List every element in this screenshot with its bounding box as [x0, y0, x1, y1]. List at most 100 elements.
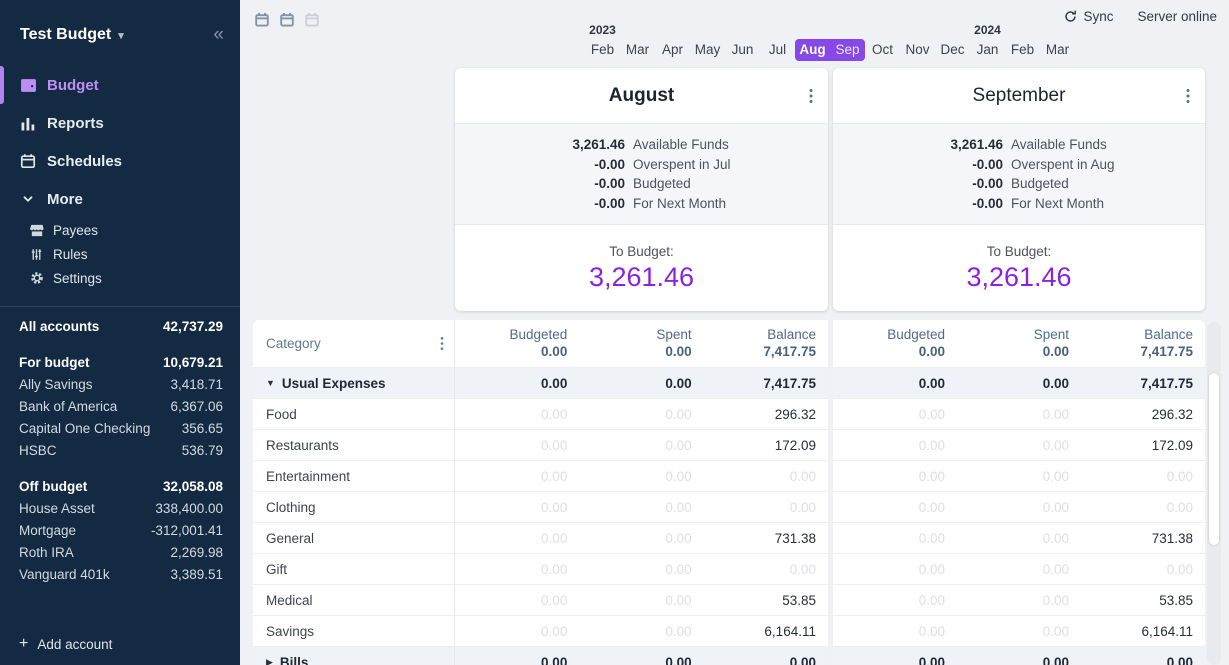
- budget-cell[interactable]: 7,417.75: [703, 368, 828, 399]
- month-button-jun-4[interactable]: Jun: [725, 22, 760, 61]
- budget-cell[interactable]: 0.00: [957, 461, 1081, 492]
- budget-cell[interactable]: 731.38: [703, 523, 828, 554]
- budget-cell[interactable]: 0.00: [579, 616, 704, 647]
- calendar-3-months-icon[interactable]: [302, 10, 322, 28]
- budget-cell[interactable]: 0.00: [957, 368, 1081, 399]
- budget-cell[interactable]: 6,164.11: [703, 616, 828, 647]
- category-name-cell[interactable]: Restaurants: [253, 430, 455, 461]
- category-row[interactable]: Gift 0.00 0.00 0.00 0.00 0.00 0.00: [253, 554, 1205, 585]
- account-row-for-budget[interactable]: For budget 10,679.21: [0, 351, 240, 373]
- budget-cell[interactable]: 0.00: [579, 461, 704, 492]
- budget-cell[interactable]: 0.00: [579, 399, 704, 430]
- add-account-button[interactable]: + Add account: [0, 635, 112, 653]
- budget-cell[interactable]: 0.00: [455, 461, 580, 492]
- group-name-cell[interactable]: ▶ Bills: [253, 647, 455, 665]
- budget-cell[interactable]: 0.00: [579, 554, 704, 585]
- expand-arrow-icon[interactable]: ▶: [266, 656, 273, 665]
- category-row[interactable]: Savings 0.00 0.00 6,164.11 0.00 0.00 6,164.11: [253, 616, 1205, 647]
- budget-cell[interactable]: 0.00: [957, 585, 1081, 616]
- month-button-mar-1[interactable]: Mar: [620, 22, 655, 61]
- budget-cell[interactable]: 0.00: [455, 368, 580, 399]
- month-menu-icon[interactable]: [1186, 88, 1190, 104]
- category-row[interactable]: Medical 0.00 0.00 53.85 0.00 0.00 53.85: [253, 585, 1205, 616]
- server-status[interactable]: Server online: [1137, 9, 1217, 24]
- category-name-cell[interactable]: General: [253, 523, 455, 554]
- month-button-may-3[interactable]: May: [690, 22, 725, 61]
- month-button-apr-2[interactable]: Apr: [655, 22, 690, 61]
- category-group-row[interactable]: ▼ Usual Expenses 0.00 0.00 7,417.75 0.00 0.00 7…: [253, 368, 1205, 399]
- month-button-nov-9[interactable]: Nov: [900, 22, 935, 61]
- budget-cell[interactable]: 0.00: [833, 647, 957, 665]
- budget-cell[interactable]: 0.00: [833, 368, 957, 399]
- collapse-sidebar-icon[interactable]: «: [213, 24, 224, 45]
- sidebar-item-rules[interactable]: Rules: [0, 242, 240, 266]
- month-button-oct-8[interactable]: Oct: [865, 22, 900, 61]
- budget-cell[interactable]: 0.00: [579, 430, 704, 461]
- budget-cell[interactable]: 0.00: [1081, 647, 1205, 665]
- budget-name-menu[interactable]: Test Budget ▾: [20, 26, 124, 44]
- expand-arrow-icon[interactable]: ▼: [266, 378, 275, 388]
- month-button-feb-12[interactable]: Feb: [1005, 22, 1040, 61]
- budget-cell[interactable]: 0.00: [957, 430, 1081, 461]
- sidebar-item-schedules[interactable]: Schedules: [0, 142, 240, 180]
- category-row[interactable]: Food 0.00 0.00 296.32 0.00 0.00 296.32: [253, 399, 1205, 430]
- budget-cell[interactable]: 0.00: [579, 647, 704, 665]
- scrollbar-thumb[interactable]: [1209, 373, 1219, 545]
- month-button-dec-10[interactable]: Dec: [935, 22, 970, 61]
- budget-cell[interactable]: 0.00: [455, 616, 580, 647]
- budget-cell[interactable]: 0.00: [833, 492, 957, 523]
- budget-cell[interactable]: 0.00: [455, 523, 580, 554]
- budget-cell[interactable]: 0.00: [957, 523, 1081, 554]
- to-budget-amount[interactable]: 3,261.46: [966, 261, 1072, 292]
- budget-cell[interactable]: 296.32: [703, 399, 828, 430]
- budget-cell[interactable]: 0.00: [957, 399, 1081, 430]
- category-name-cell[interactable]: Clothing: [253, 492, 455, 523]
- budget-cell[interactable]: 7,417.75: [1081, 368, 1205, 399]
- budget-cell[interactable]: 0.00: [957, 616, 1081, 647]
- account-row-house-asset[interactable]: House Asset 338,400.00: [0, 497, 240, 519]
- budget-cell[interactable]: 172.09: [1081, 430, 1205, 461]
- budget-cell[interactable]: 0.00: [703, 492, 828, 523]
- scrollbar-track[interactable]: [1207, 322, 1221, 665]
- budget-cell[interactable]: 0.00: [703, 647, 828, 665]
- budget-cell[interactable]: 0.00: [455, 492, 580, 523]
- category-name-cell[interactable]: Entertainment: [253, 461, 455, 492]
- account-row-ally-savings[interactable]: Ally Savings 3,418.71: [0, 373, 240, 395]
- month-button-mar-13[interactable]: Mar: [1040, 22, 1075, 61]
- account-row-off-budget[interactable]: Off budget 32,058.08: [0, 475, 240, 497]
- sidebar-item-more[interactable]: More: [0, 180, 240, 218]
- budget-cell[interactable]: 0.00: [579, 523, 704, 554]
- budget-cell[interactable]: 296.32: [1081, 399, 1205, 430]
- budget-cell[interactable]: 0.00: [833, 616, 957, 647]
- category-row[interactable]: Entertainment 0.00 0.00 0.00 0.00 0.00 0.00: [253, 461, 1205, 492]
- group-name-cell[interactable]: ▼ Usual Expenses: [253, 368, 455, 399]
- account-row-mortgage[interactable]: Mortgage -312,001.41: [0, 519, 240, 541]
- to-budget-amount[interactable]: 3,261.46: [588, 261, 695, 292]
- budget-cell[interactable]: 731.38: [1081, 523, 1205, 554]
- category-menu-icon[interactable]: [440, 336, 444, 351]
- budget-cell[interactable]: 6,164.11: [1081, 616, 1205, 647]
- budget-cell[interactable]: 172.09: [703, 430, 828, 461]
- budget-cell[interactable]: 0.00: [833, 461, 957, 492]
- category-name-cell[interactable]: Gift: [253, 554, 455, 585]
- calendar-1-month-icon[interactable]: [252, 10, 272, 28]
- budget-cell[interactable]: 0.00: [957, 492, 1081, 523]
- budget-cell[interactable]: 0.00: [1081, 461, 1205, 492]
- sidebar-item-settings[interactable]: Settings: [0, 266, 240, 290]
- month-button-jan-11[interactable]: 2024 Jan: [970, 22, 1005, 61]
- month-button-feb-0[interactable]: 2023 Feb: [585, 22, 620, 61]
- account-row-hsbc[interactable]: HSBC 536.79: [0, 439, 240, 461]
- category-row[interactable]: Clothing 0.00 0.00 0.00 0.00 0.00 0.00: [253, 492, 1205, 523]
- budget-cell[interactable]: 0.00: [579, 368, 704, 399]
- budget-cell[interactable]: 0.00: [1081, 492, 1205, 523]
- sidebar-item-payees[interactable]: Payees: [0, 218, 240, 242]
- category-name-cell[interactable]: Savings: [253, 616, 455, 647]
- category-name-cell[interactable]: Medical: [253, 585, 455, 616]
- budget-cell[interactable]: 0.00: [957, 647, 1081, 665]
- month-button-aug-6[interactable]: Aug: [795, 22, 830, 61]
- sidebar-item-reports[interactable]: Reports: [0, 104, 240, 142]
- budget-cell[interactable]: 0.00: [957, 554, 1081, 585]
- budget-cell[interactable]: 0.00: [833, 523, 957, 554]
- budget-cell[interactable]: 0.00: [703, 461, 828, 492]
- account-row-roth-ira[interactable]: Roth IRA 2,269.98: [0, 541, 240, 563]
